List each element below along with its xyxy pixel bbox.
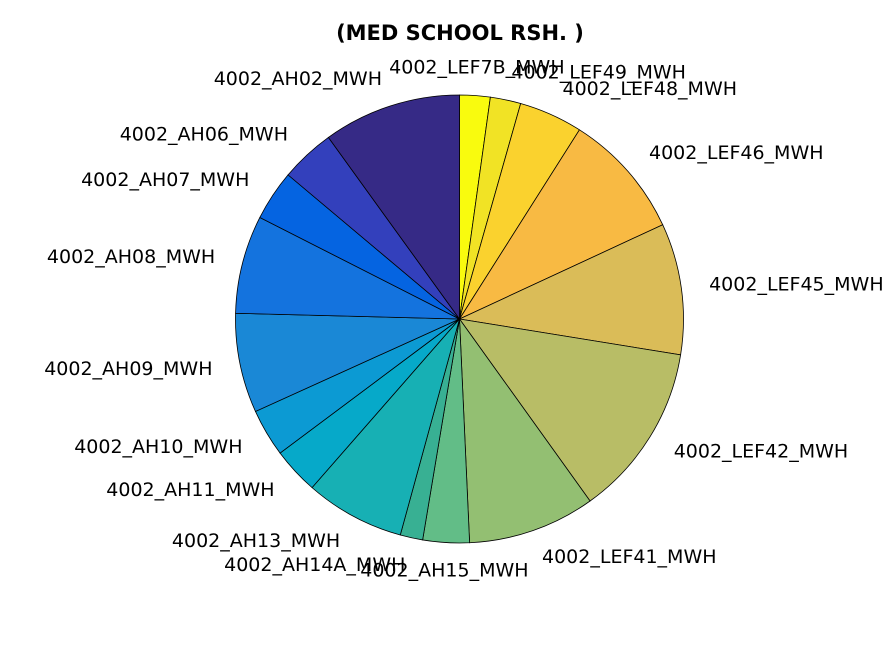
pie-labels: 4002_LEF7B_MWH4002_LEF49_MWH4002_LEF48_M…	[44, 57, 883, 582]
pie-slice	[459, 317, 591, 544]
slice-label: 4002_AH11_MWH	[106, 479, 274, 501]
slice-label: 4002_LEF45_MWH	[709, 274, 884, 296]
slice-label: 4002_LEF46_MWH	[649, 142, 824, 164]
slice-label: 4002_AH14A_MWH	[224, 554, 405, 576]
slice-label: 4002_LEF48_MWH	[563, 78, 738, 100]
pie-slice	[458, 129, 664, 320]
pie-slice	[327, 94, 460, 321]
pie-slices	[235, 94, 684, 544]
slice-label: 4002_AH13_MWH	[172, 530, 340, 552]
slice-label: 4002_LEF42_MWH	[674, 441, 849, 463]
pie-slice	[235, 312, 460, 412]
slice-label: 4002_AH15_MWH	[360, 560, 528, 582]
slice-label: 4002_LEF49_MWH	[511, 61, 686, 83]
slice-label: 4002_AH07_MWH	[81, 169, 249, 191]
pie-slice	[458, 318, 682, 502]
slice-label: 4002_AH08_MWH	[47, 246, 215, 268]
slice-label: 4002_AH06_MWH	[120, 123, 288, 145]
pie-slice	[458, 224, 684, 356]
slice-label: 4002_LEF7B_MWH	[389, 57, 564, 79]
chart-title: (MED SCHOOL RSH. )	[336, 21, 584, 45]
slice-label: 4002_LEF41_MWH	[542, 546, 717, 568]
slice-label: 4002_AH02_MWH	[214, 68, 382, 90]
slice-label: 4002_AH09_MWH	[44, 358, 212, 380]
pie-slice	[311, 318, 460, 536]
slice-label: 4002_AH10_MWH	[74, 436, 242, 458]
